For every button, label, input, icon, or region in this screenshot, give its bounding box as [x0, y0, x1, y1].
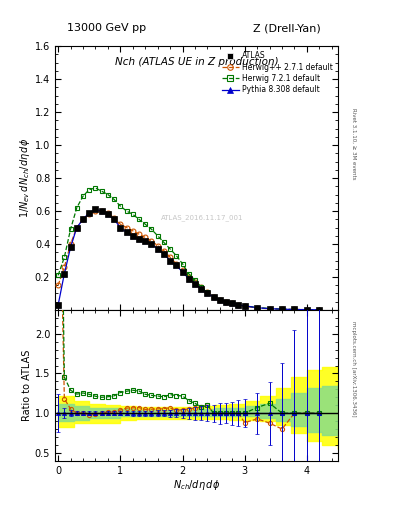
Text: Rivet 3.1.10, ≥ 3M events: Rivet 3.1.10, ≥ 3M events	[351, 108, 356, 179]
Text: mcplots.cern.ch [arXiv:1306.3436]: mcplots.cern.ch [arXiv:1306.3436]	[351, 321, 356, 416]
X-axis label: $N_{ch}/d\eta\,d\phi$: $N_{ch}/d\eta\,d\phi$	[173, 478, 220, 493]
Legend: ATLAS, Herwig++ 2.7.1 default, Herwig 7.2.1 default, Pythia 8.308 default: ATLAS, Herwig++ 2.7.1 default, Herwig 7.…	[220, 50, 334, 96]
Text: Nch (ATLAS UE in Z production): Nch (ATLAS UE in Z production)	[115, 57, 278, 67]
Y-axis label: $1/N_{ev}\,dN_{ch}/d\eta\,d\phi$: $1/N_{ev}\,dN_{ch}/d\eta\,d\phi$	[18, 138, 32, 218]
Text: ATLAS_2016.11.17_001: ATLAS_2016.11.17_001	[161, 214, 243, 221]
Text: Z (Drell-Yan): Z (Drell-Yan)	[253, 23, 321, 33]
Y-axis label: Ratio to ATLAS: Ratio to ATLAS	[22, 350, 32, 421]
Text: 13000 GeV pp: 13000 GeV pp	[66, 23, 146, 33]
